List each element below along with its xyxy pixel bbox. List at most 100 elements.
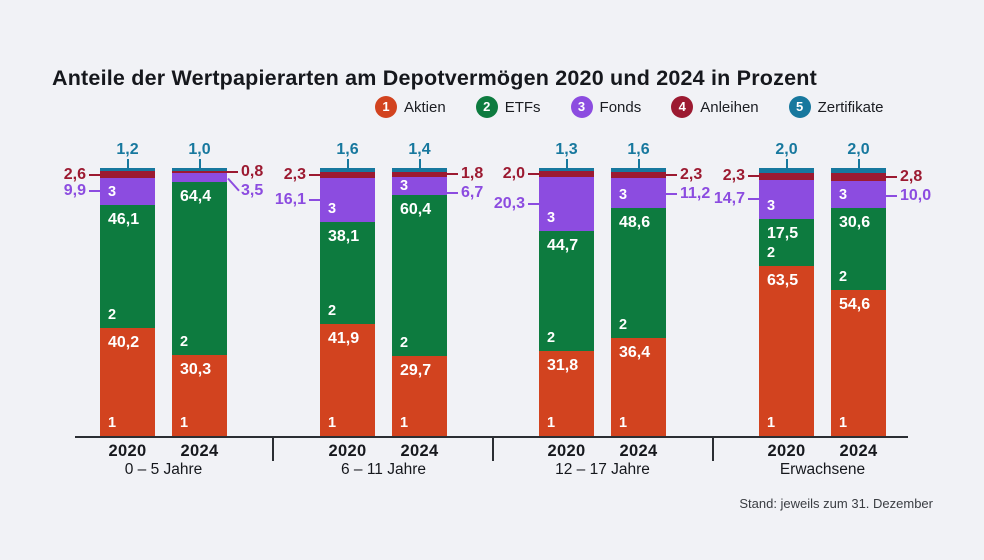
segment-index-label: 1 (767, 415, 776, 431)
segment-zertifikate-2024-6-11-jahre (392, 168, 447, 172)
legend-badge-1: 1 (375, 96, 397, 118)
segment-anleihen-2024-12-17-jahre (611, 172, 666, 179)
callout-anleihen-value: 2,3 (283, 166, 306, 184)
legend-label: Zertifikate (817, 98, 884, 116)
callout-fonds-line (447, 192, 458, 195)
year-label-2024-12-17-jahre: 2024 (619, 442, 658, 460)
segment-index-label: 2 (180, 333, 189, 350)
legend-label: Aktien (404, 98, 446, 116)
legend-item-aktien: 1 Aktien (375, 96, 446, 118)
segment-etfs-2020-12-17-jahre (539, 230, 594, 351)
segment-etfs-2020-0-5-jahre (100, 204, 155, 329)
segment-value-label: 48,6 (619, 214, 651, 232)
year-label-2020-6-11-jahre: 2020 (328, 442, 367, 460)
segment-index-label: 1 (328, 415, 337, 431)
callout-zertifikate-line (198, 159, 201, 168)
callout-zertifikate-line (346, 159, 349, 168)
callout-zertifikate-value: 1,0 (188, 141, 211, 158)
segment-etfs-2024-erwachsene (831, 207, 886, 290)
segment-index-label: 2 (839, 268, 848, 285)
segment-aktien-2024-6-11-jahre (392, 356, 447, 436)
segment-value-label: 60,4 (400, 200, 432, 218)
segment-index-label: 3 (547, 209, 556, 226)
callout-anleihen-value: 2,6 (63, 165, 86, 183)
callout-fonds-line (89, 190, 100, 193)
segment-value-label: 31,8 (547, 356, 579, 374)
year-label-2020-erwachsene: 2020 (767, 442, 806, 460)
segment-index-label: 3 (619, 187, 628, 204)
group-label-erwachsene: Erwachsene (779, 461, 866, 478)
segment-index-label: 1 (108, 415, 117, 431)
segment-aktien-2020-6-11-jahre (320, 323, 375, 436)
segment-index-label: 2 (400, 335, 409, 352)
callout-zertifikate-value: 2,0 (847, 141, 870, 158)
callout-anleihen-value: 2,8 (900, 168, 923, 186)
group-label-6-11-jahre: 6 – 11 Jahre (340, 461, 427, 478)
segment-index-label: 1 (180, 415, 189, 431)
legend-badge-5: 5 (788, 96, 811, 118)
callout-zertifikate-line (637, 159, 640, 168)
segment-value-label: 40,2 (108, 334, 140, 352)
callout-anleihen-line (309, 174, 320, 177)
callout-fonds-line (309, 199, 320, 202)
segment-anleihen-2024-0-5-jahre (172, 170, 227, 173)
legend-label: Fonds (599, 98, 642, 116)
callout-zertifikate-value: 1,6 (627, 141, 650, 158)
year-label-2024-6-11-jahre: 2024 (400, 442, 439, 460)
callout-zertifikate-line (857, 159, 860, 168)
legend-label: Anleihen (700, 98, 759, 116)
segment-zertifikate-2020-6-11-jahre (320, 168, 375, 173)
segment-fonds-2024-12-17-jahre (611, 178, 666, 209)
callout-zertifikate-value: 2,0 (775, 141, 798, 158)
year-label-2020-0-5-jahre: 2020 (108, 442, 147, 460)
segment-aktien-2020-12-17-jahre (539, 350, 594, 436)
segment-fonds-2024-erwachsene (831, 180, 886, 208)
callout-fonds-value: 6,7 (461, 184, 484, 202)
segment-etfs-2020-6-11-jahre (320, 221, 375, 324)
segment-index-label: 1 (619, 415, 628, 431)
segment-index-label: 2 (328, 302, 337, 319)
legend: 1 Aktien 2 ETFs 3 Fonds 4 Anleihen 5 Zertifikate (375, 96, 884, 118)
callout-fonds-value: 14,7 (713, 190, 745, 208)
segment-index-label: 2 (767, 244, 776, 261)
segment-etfs-2020-erwachsene (759, 218, 814, 266)
segment-value-label: 54,6 (839, 295, 871, 313)
callout-anleihen-value: 2,3 (722, 167, 745, 185)
callout-anleihen-value: 0,8 (241, 162, 264, 180)
legend-item-fonds: 3 Fonds (570, 96, 642, 118)
legend-badge-2: 2 (475, 96, 498, 118)
segment-fonds-2024-0-5-jahre (172, 172, 227, 183)
callout-fonds-value: 16,1 (274, 191, 306, 209)
chart-title: Anteile der Wertpapierarten am Depotverm… (52, 66, 817, 91)
legend-badge-4: 4 (671, 96, 694, 118)
callout-zertifikate-line (126, 159, 129, 168)
segment-value-label: 41,9 (328, 329, 360, 347)
segment-zertifikate-2024-erwachsene (831, 168, 886, 174)
segment-fonds-2020-12-17-jahre (539, 176, 594, 231)
callout-anleihen-line (447, 173, 458, 176)
axis-baseline (75, 436, 908, 438)
segment-index-label: 3 (328, 200, 337, 217)
callout-anleihen-line (528, 172, 539, 175)
segment-index-label: 1 (547, 415, 556, 431)
segment-value-label: 38,1 (328, 227, 360, 245)
segment-zertifikate-2024-0-5-jahre (172, 168, 227, 171)
segment-fonds-2020-0-5-jahre (100, 178, 155, 205)
callout-fonds-value: 9,9 (63, 182, 86, 200)
callout-fonds-value: 20,3 (493, 194, 525, 212)
segment-value-label: 36,4 (619, 344, 651, 362)
segment-etfs-2024-6-11-jahre (392, 194, 447, 357)
legend-item-anleihen: 4 Anleihen (671, 96, 759, 118)
segment-index-label: 1 (839, 415, 848, 431)
group-label-12-17-jahre: 12 – 17 Jahre (555, 461, 650, 478)
callout-fonds-value: 11,2 (680, 185, 711, 203)
callout-fonds-value: 10,0 (900, 187, 932, 205)
segment-index-label: 3 (400, 177, 409, 194)
segment-aktien-2024-12-17-jahre (611, 338, 666, 436)
callout-zertifikate-line (565, 159, 568, 168)
segment-value-label: 64,4 (180, 188, 212, 206)
segment-value-label: 63,5 (767, 271, 799, 289)
segment-index-label: 2 (108, 307, 117, 324)
callout-anleihen-value: 2,3 (680, 166, 703, 184)
callout-anleihen-value: 2,0 (502, 164, 525, 182)
